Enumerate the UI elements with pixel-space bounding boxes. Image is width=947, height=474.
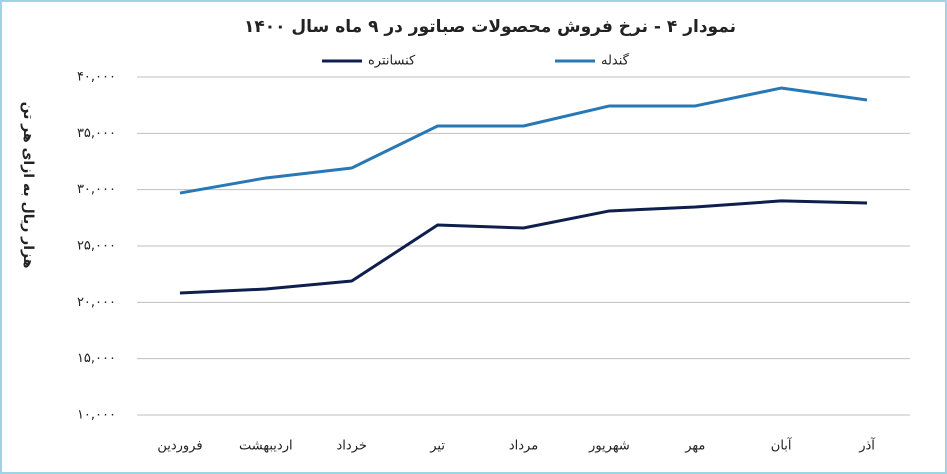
legend-label: گندله (601, 53, 630, 69)
series-line (179, 199, 868, 295)
y-tick-label: ۳۵,۰۰۰ (77, 126, 116, 141)
y-tick-label: ۲۰,۰۰۰ (77, 295, 116, 310)
x-tick-label: اردیبهشت (239, 439, 293, 454)
x-tick-label: آذر (858, 437, 876, 454)
x-tick-label: خرداد (337, 439, 367, 454)
series-line (179, 86, 868, 195)
y-tick-label: ۱۰,۰۰۰ (77, 408, 116, 423)
x-tick-label: آبان (771, 437, 793, 454)
y-tick-label: ۴۰,۰۰۰ (77, 70, 116, 85)
x-tick-label: فروردین (157, 439, 202, 454)
x-tick-label: شهریور (588, 439, 630, 454)
legend-label: کنسانتره (368, 54, 416, 69)
y-tick-label: ۳۰,۰۰۰ (77, 182, 116, 197)
y-axis-label: هزار ریال به ازای هر تن (20, 102, 36, 269)
y-tick-label: ۲۵,۰۰۰ (77, 239, 116, 254)
chart-title: نمودار ۴ - نرخ فروش محصولات صباتور در ۹ … (244, 17, 736, 37)
x-tick-label: مهر (684, 439, 705, 454)
x-tick-label: تیر (429, 439, 445, 454)
y-tick-label: ۱۵,۰۰۰ (77, 351, 116, 366)
x-tick-label: مرداد (509, 439, 538, 454)
